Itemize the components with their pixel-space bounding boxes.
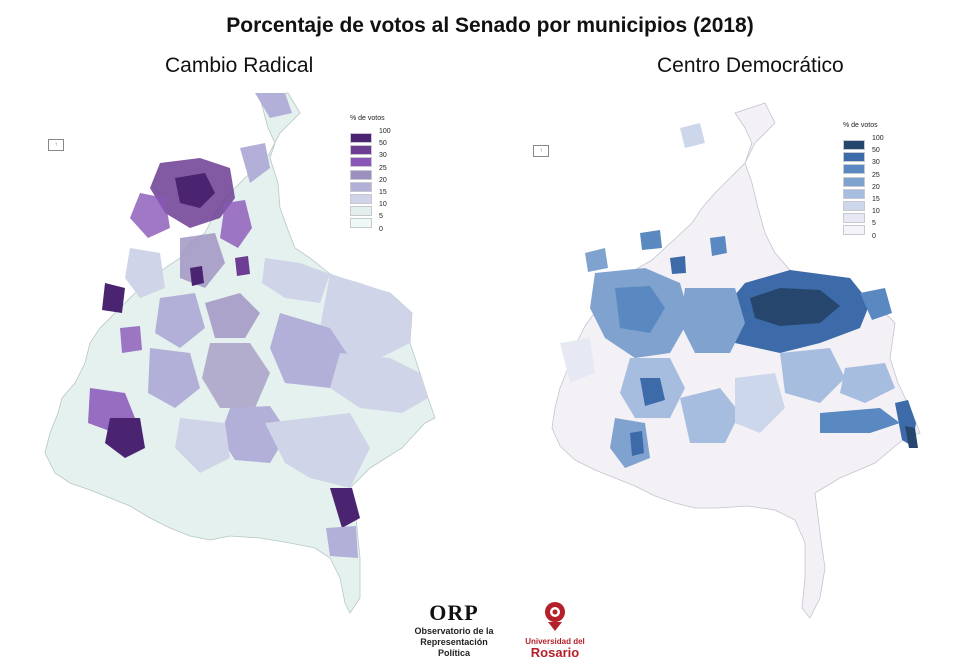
legend-label: 10 [872,208,880,216]
legend-title: % de votos [350,115,385,122]
legend-label: 25 [872,171,880,179]
legend-centro-democratico: % de votos 100 50 30 25 20 15 10 5 0 [843,122,884,245]
ur-line-2: Rosario [530,645,580,660]
legend-label: 50 [379,140,387,148]
legend-row: 5 [843,220,884,236]
legend-swatch [843,225,865,236]
legend-swatch [350,157,372,168]
legend-label: 100 [872,135,884,142]
legend-swatch [350,145,372,156]
ur-line-1: Universidad del [525,637,585,646]
legend-swatch [843,200,865,211]
legend-row: 5 [350,213,391,229]
map-centro-democratico [551,102,921,619]
legend-row: 0 [350,226,391,238]
legend-row: 30 [350,152,391,168]
legend-swatch [350,181,372,192]
legend-label: 20 [379,176,387,184]
legend-swatch [843,176,865,187]
legend-label: 20 [872,183,880,191]
north-arrow-icon: ↑ [48,139,64,151]
legend-label: 30 [872,159,880,167]
legend-title: % de votos [843,122,878,129]
legend-label: 30 [379,152,387,160]
legend-label: 15 [379,188,387,196]
legend-label: 100 [379,128,391,135]
legend-label: 50 [872,147,880,155]
legend-row: 100 [350,128,391,143]
legend-swatch [843,140,865,150]
legend-swatch [350,193,372,204]
legend-label: 5 [872,220,876,228]
legend-row: 20 [350,176,391,192]
legend-label: 15 [872,195,880,203]
legend-label: 25 [379,164,387,172]
legend-row: 15 [350,188,391,204]
legend-label: 0 [872,232,876,240]
legend-row: 0 [843,233,884,245]
legend-swatch [843,164,865,175]
legend-row: 15 [843,195,884,211]
legend-label: 10 [379,201,387,209]
legend-swatch [843,152,865,163]
legend-row: 10 [350,201,391,217]
orp-logo: ORP [429,600,479,625]
legend-cambio-radical: % de votos 100 50 30 25 20 15 10 5 0 [350,115,391,238]
municipality-regions [88,93,428,558]
legend-row: 50 [350,140,391,156]
map-cambio-radical [44,92,436,614]
legend-row: 30 [843,159,884,175]
rosario-crest-icon [545,602,565,631]
legend-swatch [843,213,865,224]
legend-swatch [350,218,372,229]
orp-line-1: Observatorio de la [414,626,494,636]
orp-logo-block: ORP Observatorio de la Representación Po… [404,600,504,659]
legend-row: 10 [843,208,884,224]
legend-label: 5 [379,213,383,221]
chart-title: Porcentaje de votos al Senado por munici… [226,14,754,37]
legend-row: 25 [843,171,884,187]
map-subtitle-centro-democratico: Centro Democrático [657,54,844,77]
legend-swatch [350,206,372,217]
universidad-rosario-logo-block: Universidad del Rosario [520,600,590,660]
legend-label: 0 [379,225,383,233]
legend-swatch [843,188,865,199]
map-subtitle-cambio-radical: Cambio Radical [165,54,314,77]
legend-row: 20 [843,183,884,199]
legend-swatch [350,133,372,143]
legend-swatch [350,169,372,180]
municipality-regions [560,123,918,468]
orp-line-2: Representación Política [420,637,488,658]
legend-row: 50 [843,147,884,163]
north-arrow-icon: ↑ [533,145,549,157]
legend-row: 100 [843,135,884,150]
legend-row: 25 [350,164,391,180]
